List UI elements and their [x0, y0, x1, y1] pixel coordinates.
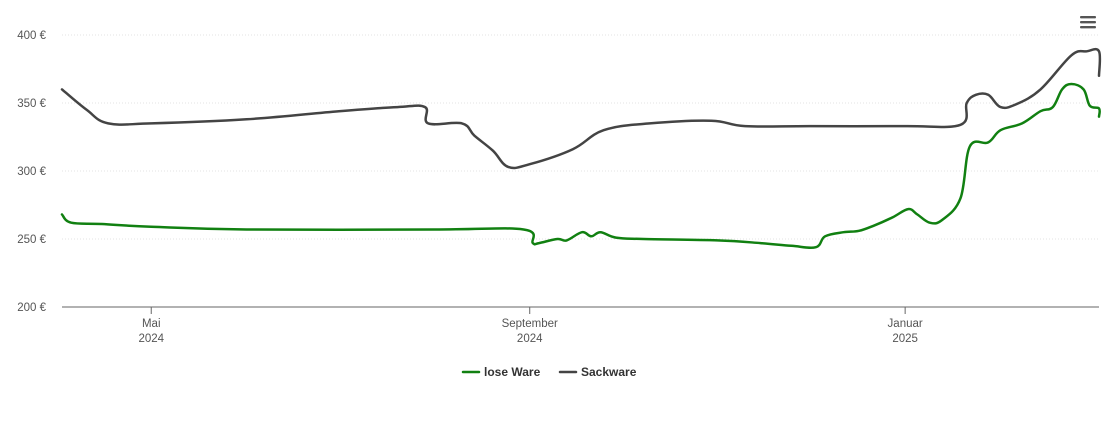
legend-item-sackware[interactable]: Sackware: [558, 365, 637, 379]
y-axis-ticks: 200 € 250 € 300 € 350 € 400 €: [17, 30, 46, 314]
x-tick-month-label: Januar: [888, 318, 923, 330]
y-tick-label: 400 €: [17, 30, 46, 42]
y-gridlines: [62, 34, 1099, 240]
y-tick-label: 200 €: [17, 302, 46, 314]
series-line-lose-ware[interactable]: [60, 82, 1101, 250]
x-tick-month-label: September: [502, 318, 558, 330]
legend: lose Ware Sackware: [461, 365, 637, 379]
legend-label: lose Ware: [484, 365, 541, 379]
x-tick-year-label: 2024: [138, 333, 164, 345]
y-tick-label: 250 €: [17, 234, 46, 246]
legend-label: Sackware: [581, 365, 637, 379]
series-line-sackware[interactable]: [60, 47, 1102, 170]
series-lines: [60, 47, 1102, 250]
hamburger-menu-icon[interactable]: [1080, 15, 1096, 29]
legend-item-lose-ware[interactable]: lose Ware: [461, 365, 541, 379]
x-tick-month-label: Mai: [142, 318, 161, 330]
y-tick-label: 300 €: [17, 166, 46, 178]
x-axis: Mai 2024 September 2024 Januar 2025: [62, 306, 1099, 345]
y-tick-label: 350 €: [17, 98, 46, 110]
x-tick-year-label: 2024: [517, 333, 543, 345]
x-tick-year-label: 2025: [892, 333, 918, 345]
